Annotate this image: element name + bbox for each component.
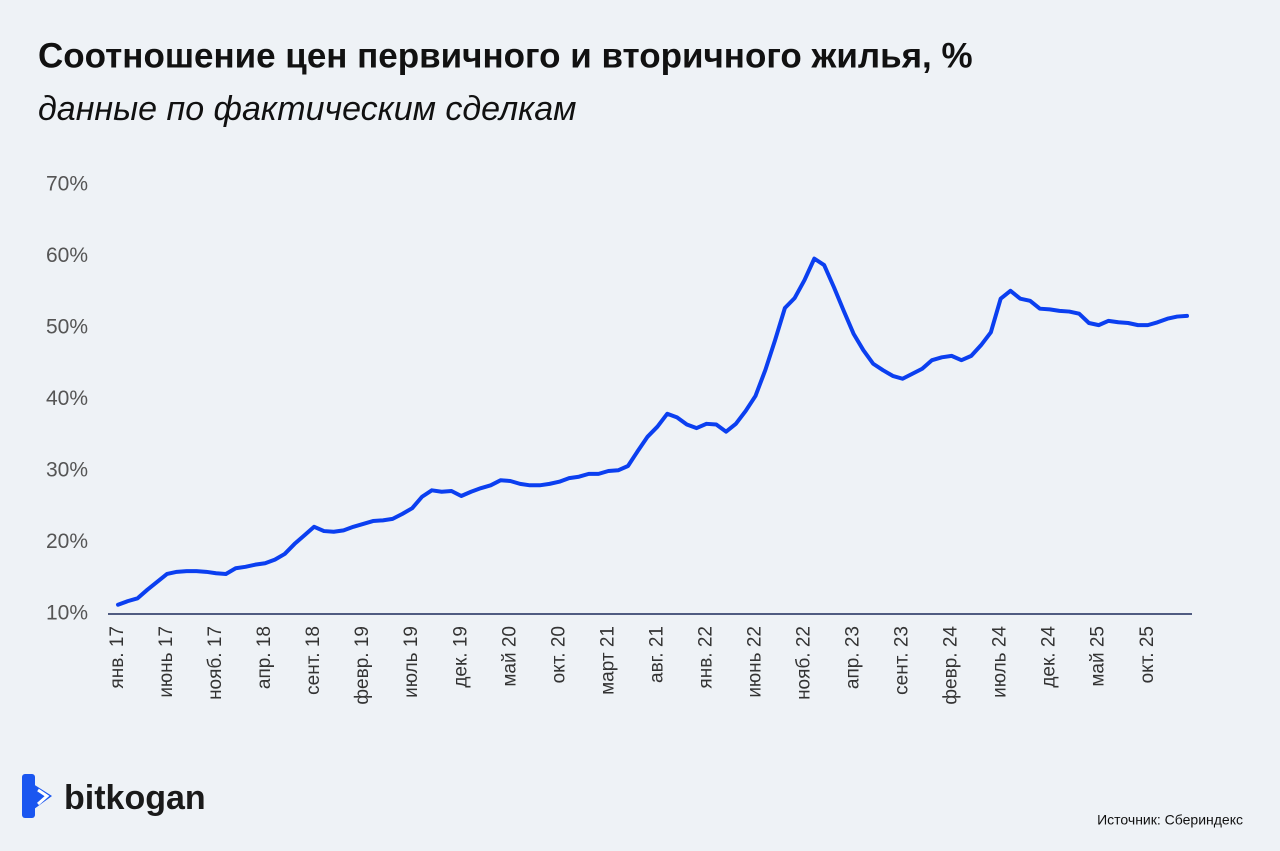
x-tick-label: авг. 21 <box>646 626 667 683</box>
chart-title: Соотношение цен первичного и вторичного … <box>38 36 973 75</box>
x-tick-label: март 21 <box>597 626 618 695</box>
x-tick-label: апр. 18 <box>254 626 275 689</box>
x-tick-label: окт. 25 <box>1137 626 1158 683</box>
y-tick-label: 70% <box>46 173 88 196</box>
x-tick-label: июнь 17 <box>156 626 177 698</box>
logo-icon <box>22 774 52 818</box>
logo-text: bitkogan <box>64 779 206 817</box>
x-tick-label: дек. 24 <box>1039 626 1060 688</box>
x-tick-label: окт. 20 <box>548 626 569 683</box>
x-tick-label: нояб. 22 <box>794 626 815 700</box>
x-tick-label: май 20 <box>499 626 520 687</box>
data-line <box>116 256 1189 607</box>
x-tick-label: апр. 23 <box>843 626 864 689</box>
y-tick-label: 50% <box>46 316 88 339</box>
x-tick-label: февр. 19 <box>352 626 373 705</box>
y-tick-label: 60% <box>46 244 88 267</box>
y-tick-label: 20% <box>46 530 88 553</box>
x-tick-label: янв. 17 <box>107 626 128 689</box>
x-tick-label: сент. 18 <box>303 626 324 695</box>
x-tick-label: февр. 24 <box>941 626 962 705</box>
x-tick-label: май 25 <box>1088 626 1109 687</box>
x-tick-label: июнь 22 <box>744 626 765 698</box>
x-tick-label: дек. 19 <box>450 626 471 688</box>
y-tick-label: 30% <box>46 459 88 482</box>
x-tick-label: сент. 23 <box>892 626 913 695</box>
y-tick-label: 10% <box>46 602 88 625</box>
y-tick-label: 40% <box>46 387 88 410</box>
source-note: Источник: Сбериндекс <box>1097 812 1243 828</box>
x-tick-label: янв. 22 <box>695 626 716 689</box>
chart-subtitle: данные по фактическим сделкам <box>38 90 576 128</box>
x-tick-label: июль 19 <box>401 626 422 698</box>
x-tick-label: июль 24 <box>990 626 1011 698</box>
x-tick-label: нояб. 17 <box>205 626 226 700</box>
